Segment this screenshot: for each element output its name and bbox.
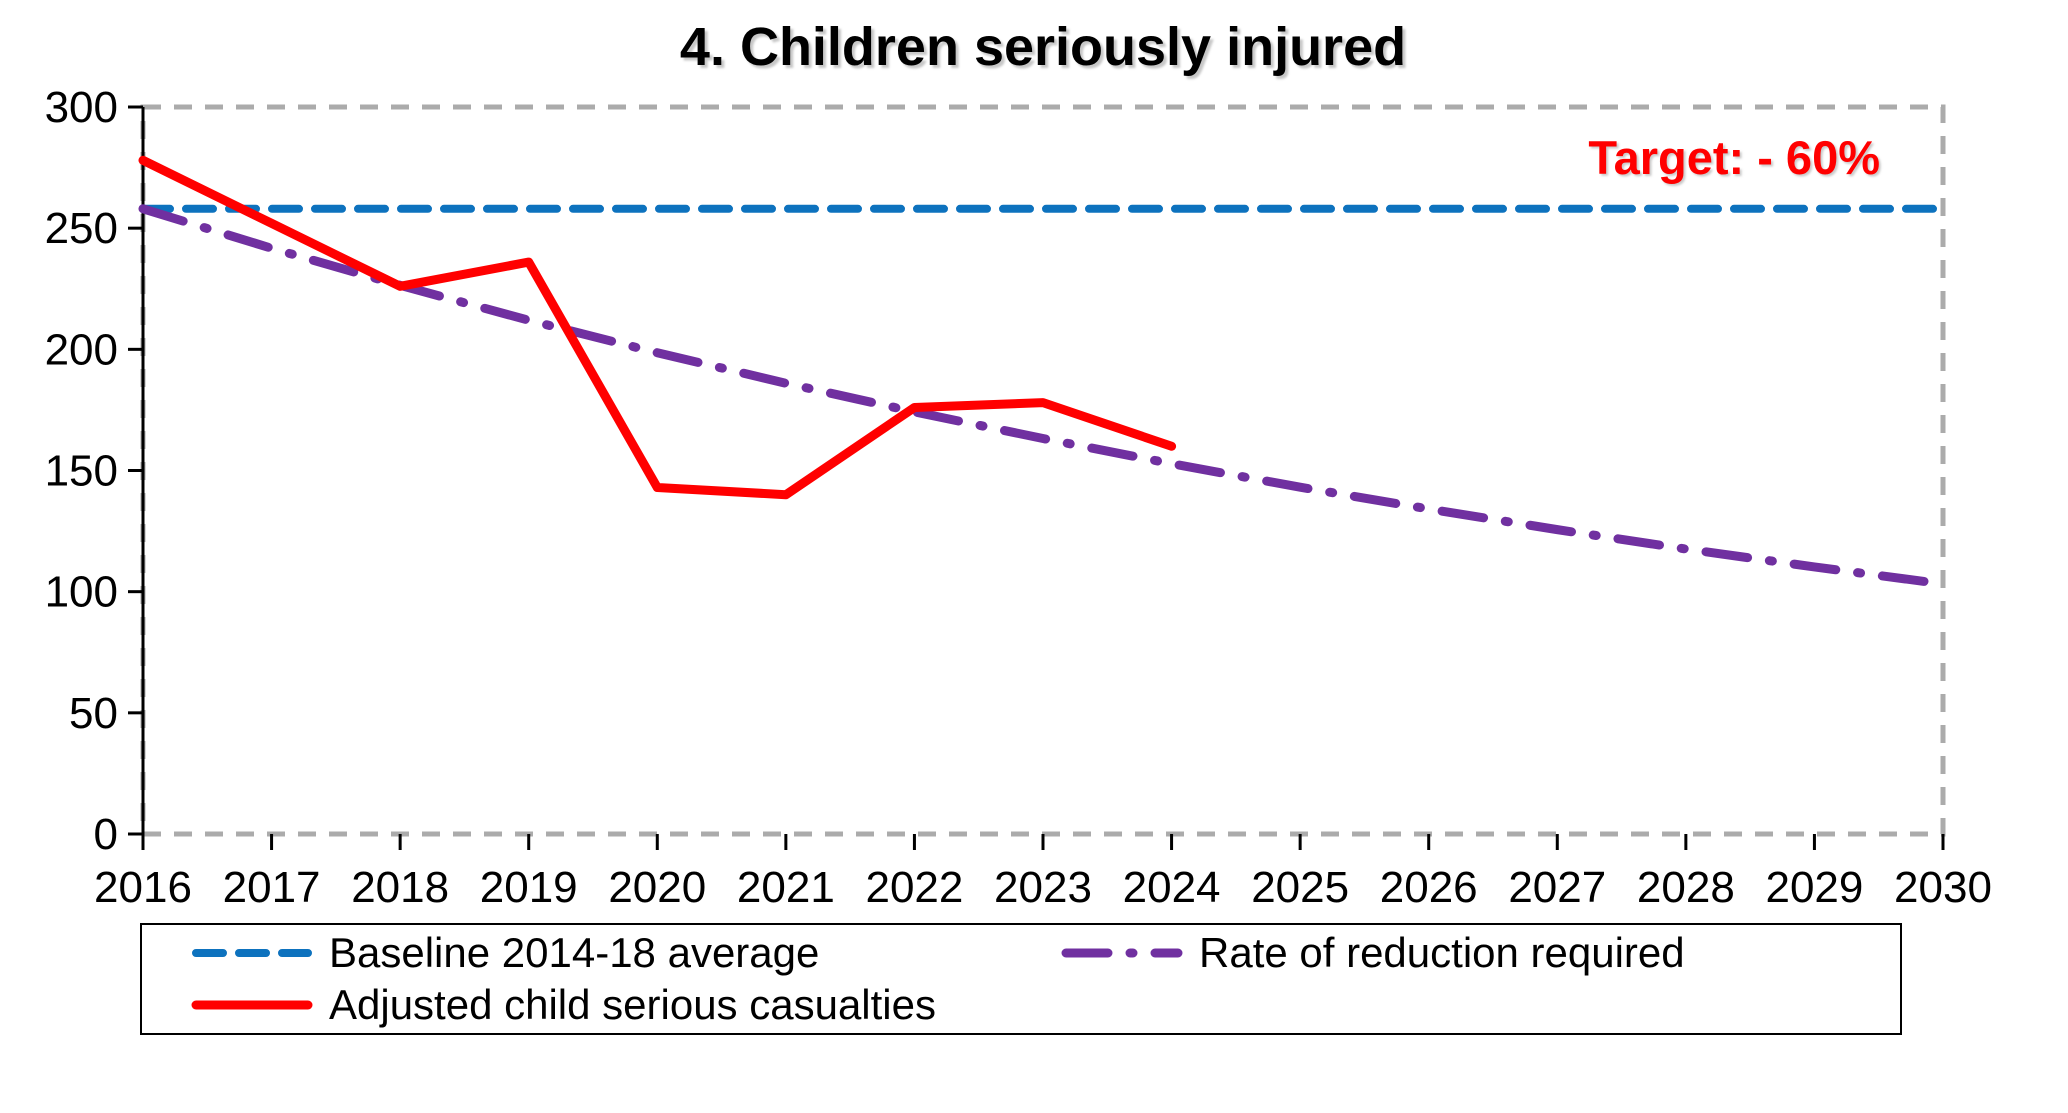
legend-swatch-dashdot-line-icon [1061, 948, 1183, 958]
x-tick-label: 2016 [94, 863, 192, 912]
x-tick-label: 2028 [1637, 863, 1735, 912]
legend-swatch-solid-line-icon [191, 1000, 313, 1010]
y-tick-label: 250 [45, 204, 118, 253]
legend-label: Rate of reduction required [1199, 929, 1685, 976]
y-tick-label: 200 [45, 325, 118, 374]
y-tick-label: 300 [45, 83, 118, 132]
legend-item: Adjusted child serious casualties [142, 981, 1061, 1029]
x-tick-label: 2029 [1765, 863, 1863, 912]
x-tick-label: 2030 [1894, 863, 1992, 912]
x-tick-label: 2027 [1508, 863, 1606, 912]
plot-border [140, 104, 1946, 837]
series-line-2 [138, 155, 1177, 500]
x-tick-label: 2021 [737, 863, 835, 912]
y-tick-label: 0 [94, 810, 118, 859]
x-tick-label: 2026 [1380, 863, 1478, 912]
x-tick-label: 2024 [1123, 863, 1221, 912]
legend-swatch-dashed-line-icon [192, 949, 312, 957]
target-annotation: Target: - 60% [1588, 131, 1880, 184]
legend-item: Baseline 2014-18 average [142, 929, 1061, 977]
legend-label: Baseline 2014-18 average [329, 929, 820, 976]
y-tick-label: 150 [45, 447, 118, 496]
legend-label: Adjusted child serious casualties [329, 981, 936, 1028]
chart-title: 4. Children seriously injured [679, 17, 1407, 77]
x-tick-label: 2020 [608, 863, 706, 912]
x-tick-label: 2017 [223, 863, 321, 912]
x-tick-label: 2019 [480, 863, 578, 912]
legend: Baseline 2014-18 average Rate of reductio… [140, 923, 1902, 1035]
x-tick-label: 2025 [1251, 863, 1349, 912]
y-tick-label: 100 [45, 568, 118, 617]
legend-item: Rate of reduction required [1061, 929, 1900, 977]
x-tick-label: 2022 [865, 863, 963, 912]
series-line-1 [138, 204, 1948, 589]
x-tick-label: 2023 [994, 863, 1092, 912]
x-tick-label: 2018 [351, 863, 449, 912]
y-tick-label: 50 [69, 689, 118, 738]
